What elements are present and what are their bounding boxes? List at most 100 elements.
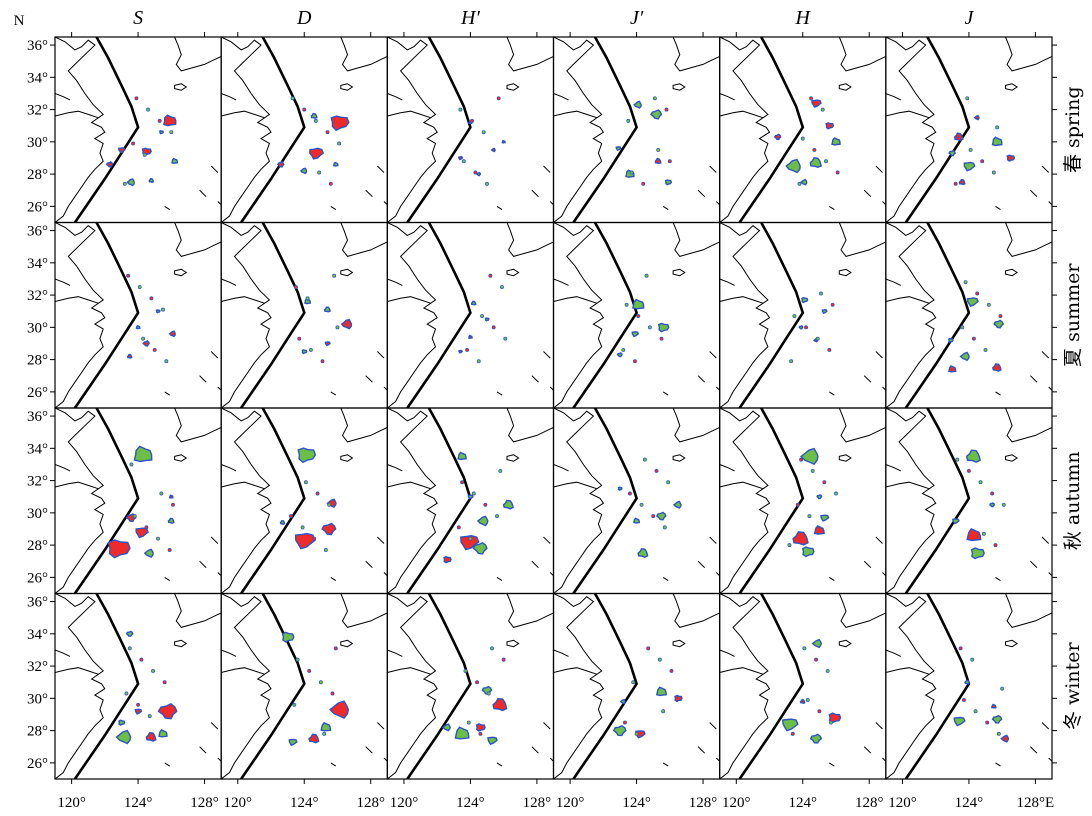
island-chain [995,576,1001,582]
river [55,278,71,286]
positive-region [157,702,178,720]
map-panel-2-1 [221,408,388,594]
station-dot [657,657,662,662]
y-tick-label: 28° [27,538,48,554]
negative-region [148,177,155,183]
station-dot [302,107,307,112]
station-dot [795,502,800,507]
korea-coastline [506,37,554,72]
negative-region [441,723,451,732]
station-dot [961,698,966,702]
y-tick-label: 36° [27,409,48,425]
jeju-island [838,268,852,277]
negative-region [133,445,153,463]
station-dot [815,336,820,341]
island-chain [330,762,337,767]
river [553,278,569,286]
coastline [55,37,106,223]
river [221,296,265,304]
korea-coastline [672,222,720,257]
river [885,667,930,675]
jeju-island [672,268,686,277]
map-panel-0-1 [221,37,388,223]
station-dot [500,285,504,289]
negative-region [633,517,641,524]
station-dot [129,462,134,467]
island-chain [210,165,219,173]
island-chain [496,576,503,582]
negative-region [781,718,799,732]
river [553,649,569,657]
jeju-island [340,268,354,277]
station-dot [312,536,317,541]
y-tick-label: 36° [27,224,48,240]
station-dot [335,325,340,330]
korea-coastline [340,37,388,72]
station-dot [297,336,302,341]
coastline [387,593,438,779]
positive-region [501,139,506,144]
jeju-island [340,83,354,91]
station-dot [825,668,830,673]
y-tick-label: 34° [27,70,48,86]
island-chain [1041,536,1050,544]
jeju-island [174,268,188,277]
y-tick-label: 36° [27,595,48,611]
station-dot [137,285,142,289]
station-dot [491,325,496,330]
boundary-line [406,37,472,223]
map-panel-0-3 [553,37,720,223]
positive-region [992,363,1002,372]
island-chain [697,746,706,754]
map-panel-1-3 [553,222,720,408]
coastline [719,222,771,408]
map-panel-2-2 [387,408,554,594]
island-chain [543,165,551,173]
positive-region [475,723,486,732]
coastline [719,593,771,779]
panel-frame [54,407,222,595]
negative-region [948,149,957,157]
river [885,649,902,657]
negative-region [655,686,667,697]
station-dot [953,181,958,186]
korea-coastline [174,222,222,257]
negative-region [323,306,331,313]
station-dot [835,170,840,175]
station-dot [147,714,152,719]
x-tick-label: 124° [789,795,818,811]
island-chain [377,165,385,173]
x-tick-label: 124° [124,795,153,811]
negative-region [502,499,514,510]
negative-region [310,112,318,119]
station-dot [814,657,818,662]
positive-region [674,694,683,703]
negative-region [304,298,311,305]
panel-frame [386,407,555,595]
x-tick-label: 124° [456,795,485,811]
map-panel-1-4 [719,222,886,408]
negative-region [631,331,640,338]
panel-frame [54,221,222,409]
station-dot [289,514,293,519]
island-chain [531,560,539,569]
map-panel-1-2 [387,222,554,408]
negative-region [966,297,979,307]
x-tick-label: 120° [556,795,585,811]
negative-region [288,738,298,747]
boundary-line [406,408,472,594]
panel-frame [552,407,721,595]
positive-region [813,525,825,535]
station-dot [789,359,794,364]
negative-region [332,161,339,167]
coastline [885,593,937,779]
station-dot [478,731,483,736]
negative-region [800,447,819,466]
coastline [55,408,106,594]
negative-region [457,451,467,461]
negative-region [472,541,488,555]
y-tick-label: 26° [27,756,48,772]
station-dot [829,720,833,725]
station-dot [661,709,666,714]
korea-coastline [506,593,554,628]
